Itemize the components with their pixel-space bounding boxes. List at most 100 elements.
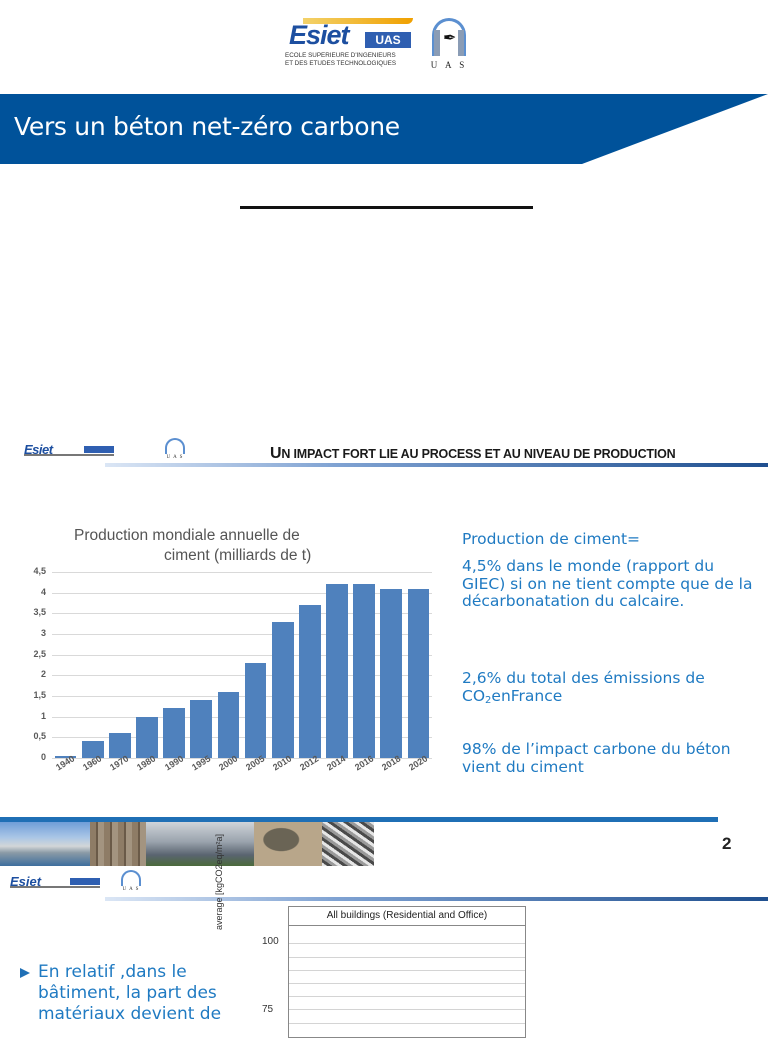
bar-1940 — [54, 755, 77, 758]
esiet-wordmark: Esiet — [24, 442, 53, 457]
bar-2016 — [353, 584, 375, 758]
france-share-prefix: 2,6% du total des émissions de CO — [462, 669, 705, 705]
bar-chart-cement-production: 0 0,5 1 1,5 2 2,5 3 3,5 4 4,5 1940 1960 1970 1980 1990… — [33, 566, 432, 772]
bullet-text: En relatif ,dans le bâtiment, la part de… — [38, 962, 222, 1024]
bar-1990 — [163, 708, 185, 758]
chart-title-line2: ciment (milliards de t) — [164, 547, 312, 564]
chart2-ytick-100: 100 — [262, 936, 279, 947]
uas-logo-small: U A S — [164, 438, 186, 462]
photo-bridge-viaduct — [146, 822, 254, 866]
esiet-logo-small: Esiet — [24, 442, 118, 458]
gridline — [289, 1009, 525, 1010]
uas-letters: U A S — [122, 887, 140, 892]
esiet-subtitle: ECOLE SUPERIEURE D'INGENIEURS ET DES ETUD… — [285, 52, 396, 67]
bar-2020 — [407, 588, 430, 758]
esiet-subtitle-line — [10, 886, 100, 888]
y-tick-label: 2,5 — [33, 648, 46, 659]
column-icon — [434, 30, 440, 56]
subscript-2: 2 — [485, 694, 492, 706]
y-tick-label: 2 — [40, 669, 46, 680]
bar-2014 — [326, 584, 348, 758]
bar-2018 — [380, 588, 403, 758]
heading-divider — [105, 463, 768, 467]
bar-2012 — [299, 605, 321, 758]
chart-title: Production mondiale annuelle de ciment (… — [74, 526, 374, 566]
slide-title: Vers un béton net-zéro carbone — [14, 112, 400, 141]
france-share-suffix: enFrance — [491, 686, 563, 705]
gridline — [289, 970, 525, 971]
uas-badge: UAS — [365, 32, 411, 48]
bullet-item: En relatif ,dans le bâtiment, la part de… — [20, 962, 250, 1025]
photo-rebar-wall — [90, 822, 146, 866]
heading-first-letter: U — [270, 445, 282, 462]
bar-2010 — [271, 621, 294, 758]
y-tick-label: 0,5 — [33, 731, 46, 742]
gridline — [52, 737, 432, 739]
quill-icon: ✒ — [443, 28, 457, 47]
arch-icon — [121, 870, 141, 886]
bar-1970 — [109, 733, 131, 758]
uas-letters: U A S — [166, 455, 184, 460]
gridline — [52, 654, 432, 656]
text-concrete-impact: 98% de l’impact carbone du béton vient d… — [462, 740, 731, 776]
gridline — [52, 634, 432, 635]
esiet-wordmark: Esiet — [10, 874, 42, 889]
y-tick-label: 3 — [40, 628, 46, 638]
y-tick-label: 1,5 — [33, 690, 46, 700]
photo-micrograph — [322, 822, 374, 866]
esiet-wordmark: Esiet — [289, 20, 350, 50]
gridline — [52, 675, 432, 677]
esiet-subtitle-line1: ECOLE SUPERIEURE D'INGENIEURS — [285, 52, 396, 59]
y-tick-label: 4,5 — [33, 566, 46, 576]
heading-rest: N IMPACT FORT LIE AU PROCESS ET AU NIVEA… — [281, 447, 676, 461]
esiet-logo-small: Esiet — [10, 874, 104, 890]
esiet-logo: Esiet UAS ECOLE SUPERIEURE D'INGENIEURS E… — [285, 16, 420, 74]
gridline — [289, 943, 525, 944]
chart-all-buildings: All buildings (Residential and Office) — [288, 906, 526, 1038]
gridline — [52, 592, 432, 594]
chart2-ytick-75: 75 — [262, 1004, 274, 1015]
bar-1980 — [136, 716, 158, 758]
esiet-subtitle-line — [24, 454, 114, 456]
gridline — [52, 696, 432, 697]
page-number: 2 — [722, 834, 732, 853]
gridline — [52, 613, 432, 615]
text-france-share: 2,6% du total des émissions de CO2enFran… — [462, 669, 762, 707]
title-band — [0, 94, 768, 164]
photo-power-plant — [0, 822, 90, 866]
y-tick-label: 3,5 — [33, 607, 46, 618]
chart2-title: All buildings (Residential and Office) — [289, 907, 525, 926]
slide-heading: UN IMPACT FORT LIE AU PROCESS ET AU NIVE… — [270, 445, 676, 463]
y-tick-label: 4 — [40, 586, 46, 597]
text-production-header: Production de ciment= — [462, 530, 641, 548]
y-tick-label: 1 — [40, 710, 46, 721]
bar-1960 — [81, 741, 104, 758]
footer-bar-tip — [712, 817, 718, 822]
footer-bar — [0, 817, 718, 822]
bar-2000 — [217, 691, 240, 758]
chart-title-line1: Production mondiale annuelle de — [74, 527, 300, 544]
gridline — [289, 983, 525, 984]
uas-badge — [84, 446, 114, 453]
bar-2005 — [244, 662, 267, 758]
y-tick-label: 0 — [40, 752, 46, 762]
heading-divider — [105, 897, 768, 901]
bar-1995 — [190, 700, 213, 758]
logo-swoosh — [303, 18, 413, 24]
uas-logo-small: U A S — [120, 870, 142, 894]
photo-aggregate-section — [254, 822, 322, 866]
gridline — [52, 572, 432, 573]
uas-badge — [70, 878, 100, 885]
gridline — [289, 957, 525, 958]
triangle-bullet-icon — [20, 968, 30, 978]
title-divider — [240, 206, 533, 209]
arch-icon — [432, 18, 466, 56]
esiet-subtitle-line2: ET DES ETUDES TECHNOLOGIQUES — [285, 59, 397, 67]
gridline — [289, 996, 525, 997]
text-world-share: 4,5% dans le monde (rapport du GIEC) si … — [462, 557, 753, 610]
uas-logo: ✒ U A S — [430, 16, 468, 74]
chart2-y-axis-label: average [kgCO2eq/m²a] — [214, 833, 224, 930]
gridline — [52, 716, 432, 718]
gridline — [52, 758, 432, 759]
uas-letters: U A S — [430, 60, 468, 70]
